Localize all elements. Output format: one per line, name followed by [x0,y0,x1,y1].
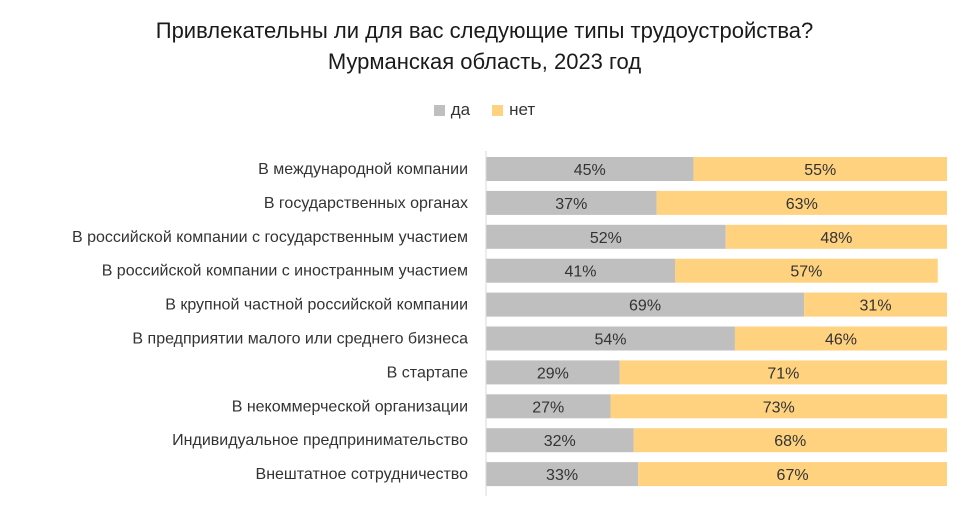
bar-no [610,394,947,419]
category-label: Индивидуальное предпринимательство [172,432,468,449]
bar-yes [486,190,657,215]
category-label: В стартапе [387,364,468,381]
bar-no [804,292,947,317]
data-label-no: 55% [804,162,836,179]
data-label-yes: 52% [590,230,622,247]
data-label-yes: 32% [544,433,576,450]
legend-item-yes: да [433,100,471,120]
legend: да нет [0,100,969,120]
bar-no [675,258,938,283]
category-label: В предприятии малого или среднего бизнес… [132,331,468,348]
category-label: В некоммерческой организации [232,398,468,415]
bar-no [656,190,947,215]
category-label: В государственных органах [264,195,468,212]
data-label-no: 67% [777,467,809,484]
category-label: В международной компании [258,161,468,178]
data-label-yes: 33% [546,467,578,484]
bar-yes [486,292,805,317]
bar-yes [486,394,611,419]
bar-yes [486,326,735,351]
data-label-yes: 69% [629,298,661,315]
bar-yes [486,157,694,181]
data-label-yes: 29% [537,365,569,382]
category-label: В российской компании с государственным … [72,229,468,246]
bar-no [638,462,947,487]
data-label-no: 63% [786,196,818,213]
data-label-no: 46% [825,332,857,349]
data-label-no: 31% [860,298,892,315]
legend-swatch-yes [433,104,445,116]
data-label-yes: 54% [594,332,626,349]
data-label-no: 73% [763,399,795,416]
bar-yes [486,360,620,385]
bar-no [619,360,947,385]
bar-yes [486,224,726,249]
category-label: Внештатное сотрудничество [256,466,469,483]
bar-no [633,428,947,453]
data-label-yes: 27% [532,399,564,416]
legend-label-no: нет [509,100,536,119]
data-label-yes: 37% [555,196,587,213]
bar-no [725,224,947,249]
bar-no [734,326,947,351]
data-label-no: 57% [790,264,822,281]
legend-label-yes: да [450,100,471,119]
data-label-no: 71% [767,365,799,382]
data-label-no: 68% [774,433,806,450]
legend-swatch-no [492,104,504,116]
bar-no [693,157,947,181]
data-label-yes: 41% [564,264,596,281]
chart-subtitle: Мурманская область, 2023 год [327,49,642,74]
bar-yes [486,428,634,453]
data-label-no: 48% [820,230,852,247]
bar-yes [486,462,639,487]
data-label-yes: 45% [574,162,606,179]
category-label: В российской компании с иностранным учас… [102,263,468,280]
category-label: В крупной частной российской компании [165,297,468,314]
bar-yes [486,258,676,283]
chart-title: Привлекательны ли для вас следующие типы… [155,18,814,43]
legend-item-no: нет [492,100,535,120]
